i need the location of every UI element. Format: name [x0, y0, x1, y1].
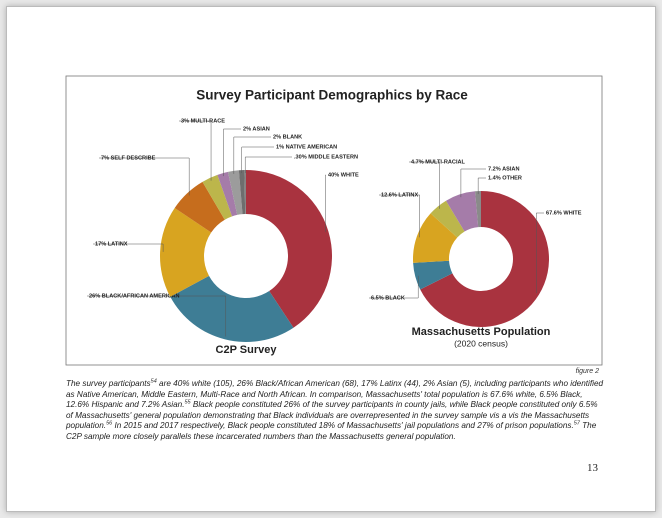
slice-label: 7.2% ASIAN [488, 166, 520, 172]
leader-line [179, 120, 212, 181]
donut-slice [413, 213, 458, 263]
chart-subtitle: (2020 census) [454, 338, 508, 348]
leader-line [241, 146, 274, 174]
donut-slice [174, 181, 225, 233]
caption-text: are 40% white (105), 26% Black/African A… [66, 379, 604, 410]
caption-text: In 2015 and 2017 respectively, Black peo… [112, 421, 574, 431]
donut-slice [475, 191, 481, 228]
leader-line [87, 295, 227, 337]
leader-line [379, 194, 420, 238]
donut-slice [217, 171, 238, 217]
leader-line [460, 168, 486, 198]
donut-slice [430, 200, 465, 238]
donut-slice [246, 170, 332, 328]
donut-slice [244, 170, 246, 215]
slice-label: 26% BLACK/AFRICAN AMERICAN [89, 293, 180, 299]
slice-label: 3% MULTI-RACE [181, 118, 225, 124]
caption-text: The survey participants [66, 379, 151, 388]
leader-line [477, 177, 486, 195]
figure-label: figure 2 [576, 368, 599, 375]
slice-label: .30% MIDDLE EASTERN [294, 154, 358, 160]
leader-line [369, 275, 419, 299]
donut-slice [446, 191, 479, 232]
donut-slice [170, 275, 294, 342]
leader-line [93, 243, 164, 252]
chart-title: Massachusetts Population [412, 326, 551, 338]
slice-label: 2% ASIAN [243, 126, 270, 132]
donut-slice [160, 207, 212, 297]
leader-line [223, 128, 241, 177]
donut-slice [202, 174, 233, 220]
leader-line [99, 157, 190, 196]
page-number: 13 [587, 462, 598, 474]
slice-label: 2% BLANK [273, 134, 302, 140]
leader-line [244, 156, 292, 174]
leader-line [536, 212, 544, 294]
leader-line [409, 161, 440, 209]
slice-label: 4.7% MULTI-RACIAL [411, 159, 466, 165]
caption-text: The C2P sample more closely parallels th… [66, 421, 597, 441]
slice-label: 6.5% BLACK [371, 295, 405, 301]
leader-line [325, 174, 326, 233]
donut-slice [413, 260, 453, 290]
donut-slice [420, 191, 550, 327]
page: Survey Participant Demographics by Race … [6, 6, 656, 512]
slice-label: 1% NATIVE AMERICAN [276, 144, 337, 150]
slice-label: 40% WHITE [328, 172, 359, 178]
footnote-ref: 57 [573, 420, 580, 427]
slice-label: 67.6% WHITE [546, 210, 582, 216]
leader-line [233, 136, 271, 174]
slice-label: 12.6% LATINX [381, 192, 418, 198]
slice-label: 17% LATINX [95, 241, 128, 247]
caption: The survey participants54 are 40% white … [66, 379, 606, 443]
footnote-ref: 54 [150, 378, 157, 385]
slice-label: 1.4% OTHER [488, 175, 522, 181]
footnote-ref: 55 [184, 399, 191, 406]
footnote-ref: 56 [106, 420, 113, 427]
figure: Survey Participant Demographics by Race … [65, 75, 603, 375]
figure-title: Survey Participant Demographics by Race [196, 88, 468, 103]
chart-title: C2P Survey [216, 344, 278, 356]
slice-label: 7% SELF DESCRIBE [101, 155, 156, 161]
donut-slice [238, 170, 246, 215]
donut-slice [227, 170, 243, 215]
caption-text: Black people constituted 26% of the surv… [66, 400, 598, 431]
